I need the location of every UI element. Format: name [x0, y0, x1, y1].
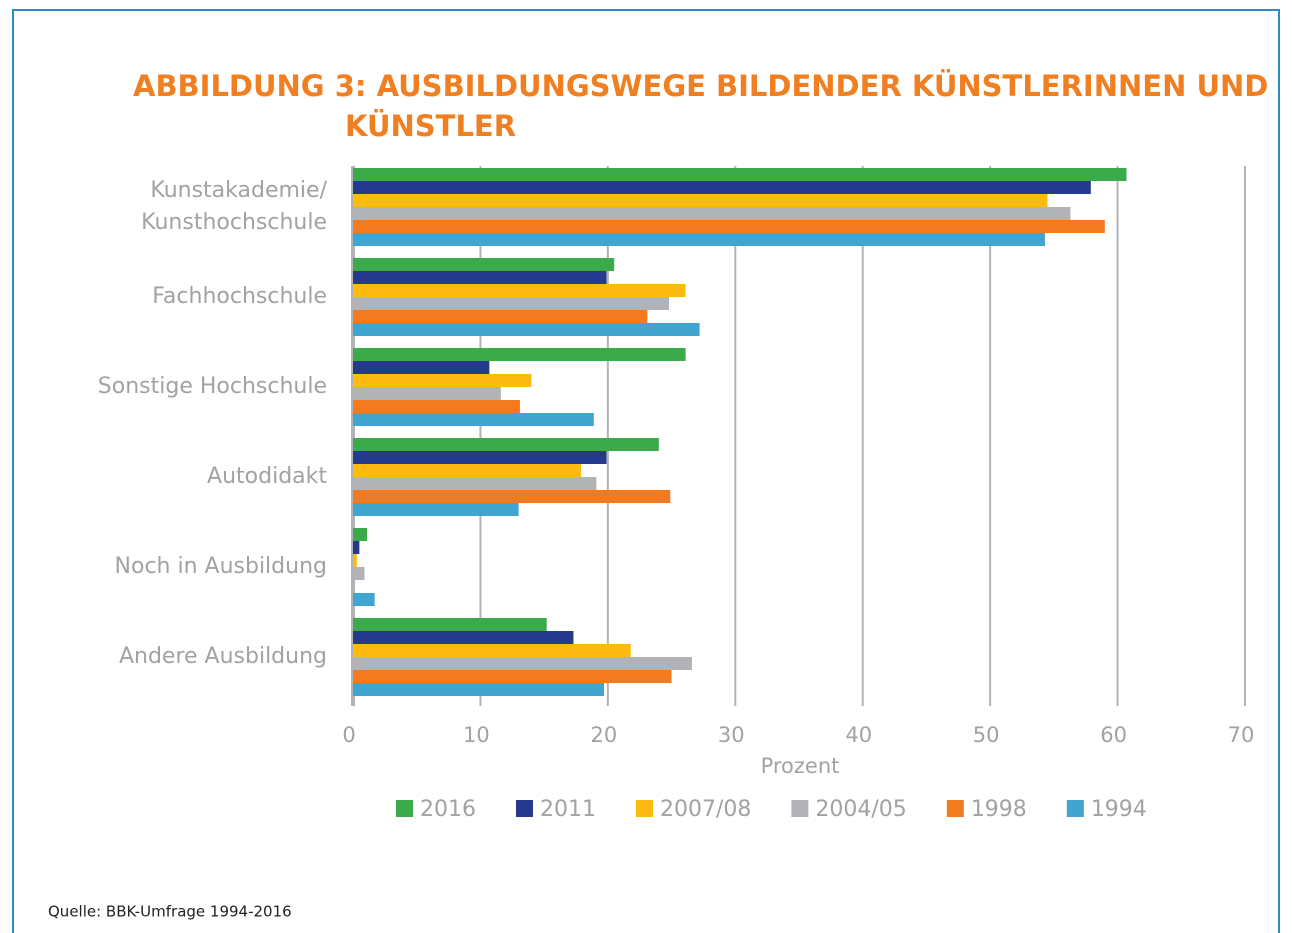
bar	[353, 528, 368, 541]
bar	[353, 593, 375, 606]
x-tick-label: 30	[718, 723, 745, 747]
bar	[353, 618, 547, 631]
x-tick-label: 40	[845, 723, 872, 747]
legend-label: 1994	[1091, 797, 1147, 822]
bar	[353, 297, 670, 310]
bar	[353, 361, 490, 374]
bar	[353, 194, 1048, 207]
bar	[353, 348, 686, 361]
bar	[353, 323, 700, 336]
bar	[353, 374, 532, 387]
bar	[353, 503, 519, 516]
bar	[353, 438, 659, 451]
legend-label: 2007/08	[660, 797, 751, 822]
bar	[353, 541, 360, 554]
source: Quelle: BBK-Umfrage 1994-2016	[48, 903, 292, 921]
bar	[353, 207, 1071, 220]
bar	[353, 683, 605, 696]
bar	[353, 258, 615, 271]
y-tick-label: Kunstakademie/ Kunsthochschule	[141, 178, 327, 235]
bar	[353, 631, 574, 644]
legend-swatch	[946, 800, 964, 817]
y-tick-label: Andere Ausbildung	[118, 644, 327, 669]
x-tick-label: 50	[973, 723, 1000, 747]
bar	[353, 477, 597, 490]
legend-label: 2004/05	[815, 797, 906, 822]
bar	[353, 464, 582, 477]
legend-label: 2016	[420, 797, 476, 822]
bar	[353, 181, 1091, 194]
x-tick-label: 10	[463, 723, 490, 747]
legend-swatch	[516, 800, 533, 817]
x-tick-label: 20	[590, 723, 617, 747]
bar	[353, 400, 520, 413]
bar	[353, 284, 686, 297]
legend-label: 2011	[540, 797, 596, 822]
bar	[353, 554, 357, 567]
x-tick-label: 0	[342, 723, 355, 747]
bar	[353, 644, 631, 657]
bar	[353, 413, 594, 426]
legend-swatch	[396, 800, 413, 817]
legend-label: 1998	[971, 797, 1027, 822]
frame	[12, 9, 1280, 933]
bar	[353, 670, 672, 683]
bar	[353, 490, 671, 503]
bar	[353, 387, 501, 400]
x-axis-label: Prozent	[761, 754, 840, 778]
legend-swatch	[791, 800, 809, 817]
x-tick-label: 60	[1100, 723, 1127, 747]
y-tick-label: Fachhochschule	[152, 284, 327, 309]
bar	[353, 310, 648, 323]
bar	[353, 271, 607, 284]
bar	[353, 168, 1127, 181]
bar	[353, 233, 1045, 246]
y-tick-label: Autodidakt	[207, 464, 327, 489]
bar	[353, 657, 692, 670]
bar	[353, 220, 1105, 233]
chart-title: ABBILDUNG 3: AUSBILDUNGSWEGE BILDENDER K…	[133, 69, 1268, 103]
legend-swatch	[636, 800, 653, 817]
bar	[353, 567, 365, 580]
bar	[353, 451, 607, 464]
x-tick-label: 70	[1228, 723, 1255, 747]
y-tick-label: Sonstige Hochschule	[97, 374, 327, 399]
y-tick-label: Noch in Ausbildung	[114, 554, 327, 579]
legend-swatch	[1066, 800, 1084, 817]
chart-title: KÜNSTLER	[345, 109, 516, 143]
